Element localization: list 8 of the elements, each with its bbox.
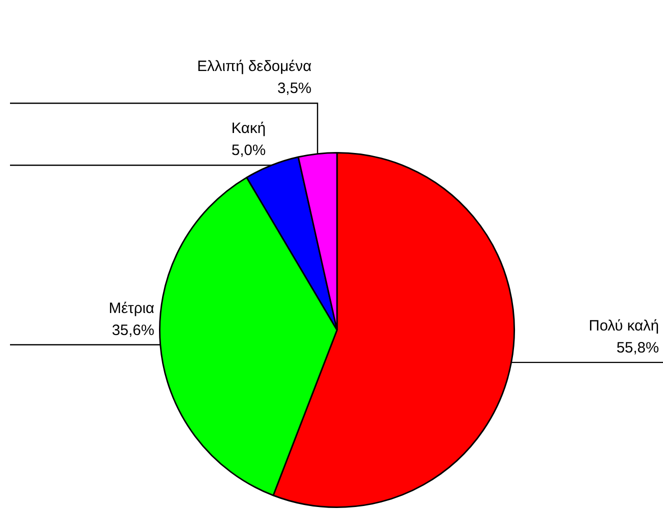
data-label: 55,8%	[616, 339, 659, 356]
data-label: 5,0%	[231, 142, 266, 160]
data-label: 3,5%	[277, 80, 312, 98]
data-label: 35,6%	[112, 322, 154, 339]
slice-label: Μέτρια	[108, 300, 155, 317]
slice-label: Πολύ καλή	[588, 317, 659, 334]
slice-label: Κακή	[231, 120, 266, 138]
slice-label: Ελλιπή δεδομένα	[197, 58, 312, 76]
